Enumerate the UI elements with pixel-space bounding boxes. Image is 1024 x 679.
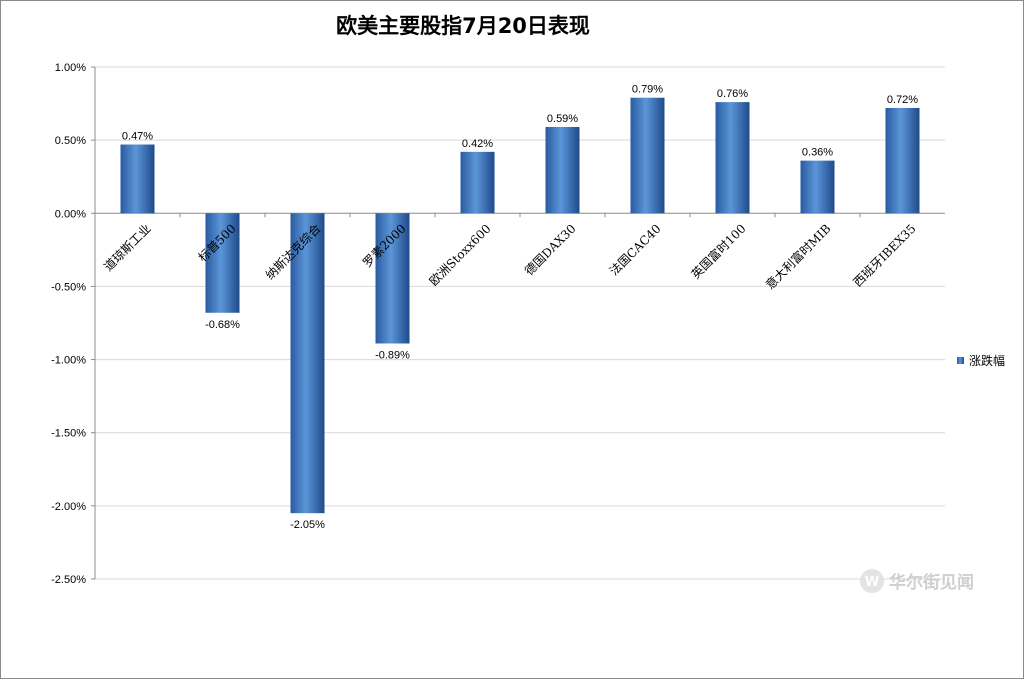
bar [715,102,750,214]
data-label: 0.72% [887,94,918,106]
bar [460,151,495,214]
bar [205,213,240,313]
y-tick-label: 1.00% [55,62,86,74]
brand-logo-icon [860,569,884,593]
y-tick-label: -1.00% [51,355,86,367]
data-label: 0.79% [632,84,663,96]
x-tick-label: 欧洲Stoxx600 [427,222,494,289]
x-tick-label: 德国DAX30 [521,221,578,278]
data-label: 0.36% [802,147,833,159]
watermark: W 华尔街见闻 [860,569,974,593]
y-axis: 1.00% 0.50% 0.00% -0.50% -1.00% -1.50% -2.00% -… [51,62,96,586]
legend: 涨跌幅 [957,353,1005,368]
y-tick-label: 0.50% [55,135,86,147]
bar [630,97,665,214]
data-label: 0.42% [462,138,493,150]
data-labels: 0.47% -0.68% -2.05% -0.89% 0.42% 0.59% 0.79% 0.… [122,84,918,531]
data-label: 0.47% [122,131,153,143]
y-tick-label: -1.50% [51,428,86,440]
x-tick-label: 西班牙IBEX35 [851,222,919,290]
bars [120,97,920,514]
data-label: -2.05% [290,519,325,531]
bar [290,213,325,514]
x-tick-label: 英国富时100 [688,221,749,282]
x-tick-label: 道琼斯工业 [101,221,154,274]
bar [375,213,410,344]
data-label: 0.76% [717,88,748,100]
legend-swatch [957,357,964,364]
y-tick-label: -2.50% [51,574,86,586]
data-label: -0.68% [205,319,240,331]
data-label: 0.59% [547,113,578,125]
bar [800,160,835,214]
bar [545,126,580,214]
bar [885,107,920,214]
watermark-text: 华尔街见闻 [889,572,974,593]
y-tick-label: 0.00% [55,208,86,220]
y-tick-label: -0.50% [51,281,86,293]
brand-logo-glyph: W [865,575,879,590]
data-label: -0.89% [375,349,410,361]
bar [120,144,155,214]
legend-label: 涨跌幅 [969,353,1005,368]
y-tick-label: -2.00% [51,501,86,513]
x-tick-label: 意大利富时MIB [762,221,833,292]
chart-title: 欧美主要股指7月20日表现 [336,14,590,38]
x-tick-label: 法国CAC40 [607,222,664,279]
